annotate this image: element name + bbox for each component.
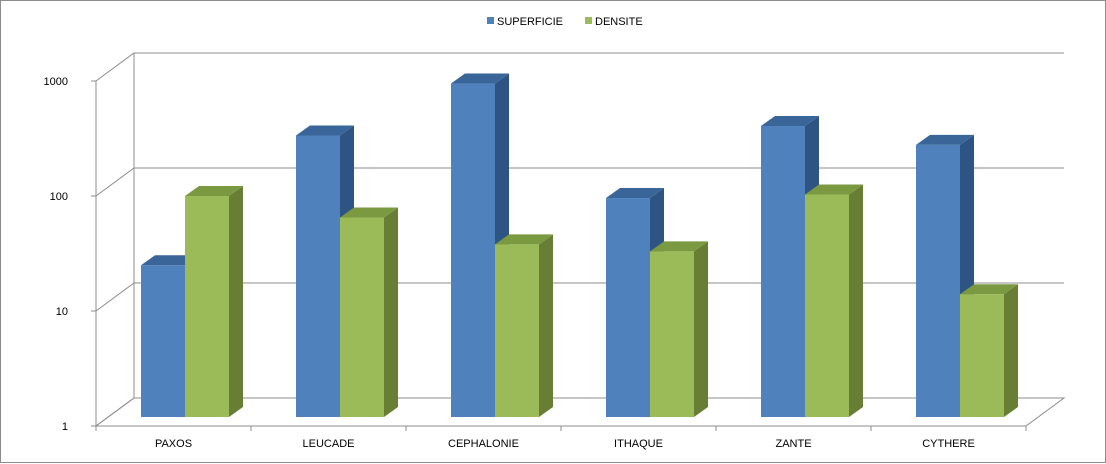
bar-side	[229, 186, 243, 417]
y-tick-label: 10	[56, 306, 68, 318]
bar-densite-cythere	[960, 284, 1018, 417]
bar-side	[694, 241, 708, 417]
bar-densite-leucade	[340, 207, 398, 417]
bar-densite-ithaque	[650, 241, 708, 417]
y-tick-label: 1	[62, 421, 68, 433]
bar-densite-zante	[805, 184, 863, 417]
legend-item-densite: DENSITE	[585, 16, 643, 28]
bars	[141, 73, 1018, 418]
bar-front	[916, 144, 960, 417]
bar-front	[761, 126, 805, 418]
bar-front	[141, 265, 185, 417]
legend-item-superficie: SUPERFICIE	[487, 16, 563, 28]
bar-front	[606, 198, 650, 417]
bar-top	[960, 284, 1018, 295]
bar-top	[185, 186, 243, 196]
bar-densite-cephalonie	[495, 234, 553, 417]
axes: 1 10 100 1000 PAXOS LEUCADE CEPHALONIE ITHAQUE Z…	[44, 53, 1066, 450]
category-label: ZANTE	[775, 438, 811, 450]
bar-front	[650, 251, 694, 417]
bar-front	[185, 196, 229, 417]
category-label: LEUCADE	[303, 438, 355, 450]
bar-side	[849, 184, 863, 417]
bar-densite-paxos	[185, 186, 243, 417]
bar-top	[141, 255, 199, 266]
legend-swatch	[585, 17, 592, 24]
legend-label: SUPERFICIE	[497, 16, 563, 28]
bar-front	[451, 83, 495, 418]
bar-front	[960, 294, 1004, 417]
legend-swatch	[487, 17, 494, 24]
bar-top	[296, 125, 354, 136]
bar-side	[1004, 284, 1018, 417]
bar-side	[539, 234, 553, 417]
legend: SUPERFICIE DENSITE	[487, 16, 643, 28]
category-label: PAXOS	[155, 438, 192, 450]
category-label: CYTHERE	[922, 438, 975, 450]
bar-side	[384, 207, 398, 417]
bar-front	[296, 135, 340, 417]
bar-top	[495, 234, 553, 245]
bar-front	[495, 244, 539, 417]
bar-top	[650, 241, 708, 252]
bar-front	[805, 194, 849, 417]
y-tick-label: 100	[50, 191, 68, 203]
legend-label: DENSITE	[595, 16, 643, 28]
bar-top	[761, 116, 819, 127]
bar-front	[340, 217, 384, 417]
bar-top	[805, 184, 863, 195]
category-label: ITHAQUE	[614, 438, 663, 450]
bar-top	[606, 188, 664, 199]
gridline	[95, 52, 1064, 82]
y-tick-label: 1000	[44, 76, 68, 88]
bar-top	[340, 207, 398, 218]
bar-top	[916, 134, 974, 145]
bar-top	[451, 73, 509, 84]
category-label: CEPHALONIE	[448, 438, 519, 450]
